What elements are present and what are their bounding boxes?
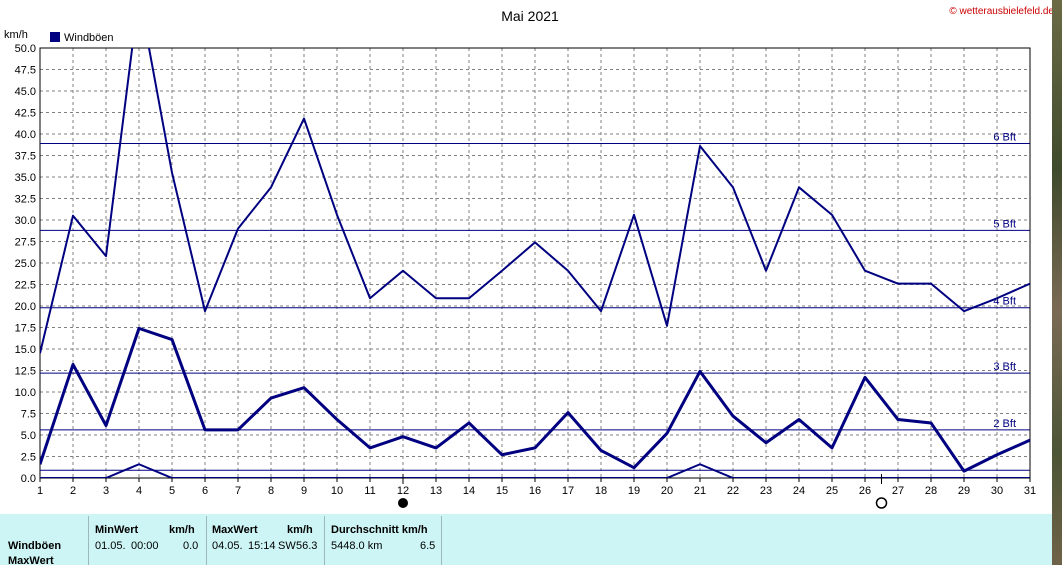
x-tick-label: 29 [958,485,970,497]
x-tick-label: 4 [136,485,142,497]
y-tick-label: 2.5 [21,452,36,464]
max-unit: km/h [287,524,313,536]
beaufort-label: 5 Bft [993,218,1016,230]
x-tick-label: 5 [169,485,175,497]
y-tick-label: 50.0 [15,43,36,55]
x-tick-label: 28 [925,485,937,497]
y-tick-label: 25.0 [15,258,36,270]
divider [324,516,325,565]
x-tick-label: 19 [628,485,640,497]
chart-title: Mai 2021 [501,8,559,24]
max-time: 15:14 [248,540,276,552]
min-value: 0.0 [183,540,198,552]
beaufort-label: 6 Bft [993,131,1016,143]
copyright-notice: © wetterausbielefeld.de [949,6,1054,17]
x-tick-label: 30 [991,485,1003,497]
stats-panel: MinWert km/h MaxWert km/h Durchschnitt k… [0,514,1052,565]
distance: 5448.0 km [331,540,382,552]
x-tick-label: 10 [331,485,343,497]
max-direction: SW [278,540,296,552]
y-tick-label: 45.0 [15,86,36,98]
x-tick-label: 12 [397,485,409,497]
beaufort-label: 2 Bft [993,418,1016,430]
min-time: 00:00 [131,540,159,552]
y-tick-label: 15.0 [15,344,36,356]
y-tick-label: 5.0 [21,430,36,442]
x-tick-label: 1 [37,485,43,497]
y-tick-label: 30.0 [15,215,36,227]
y-tick-label: 47.5 [15,65,36,77]
avg-value: 6.5 [420,540,435,552]
beaufort-label: 3 Bft [993,361,1016,373]
x-tick-label: 21 [694,485,706,497]
x-tick-label: 18 [595,485,607,497]
y-tick-label: 17.5 [15,323,36,335]
x-tick-label: 20 [661,485,673,497]
y-tick-label: 22.5 [15,280,36,292]
x-tick-label: 17 [562,485,574,497]
x-tick-label: 15 [496,485,508,497]
background-photo-strip [1052,0,1062,565]
legend-label: Windböen [64,32,114,44]
x-tick-label: 14 [463,485,475,497]
x-tick-label: 23 [760,485,772,497]
x-tick-label: 26 [859,485,871,497]
x-tick-label: 2 [70,485,76,497]
min-header: MinWert [95,524,138,536]
y-tick-label: 10.0 [15,387,36,399]
x-tick-label: 13 [430,485,442,497]
x-tick-label: 8 [268,485,274,497]
avg-header: Durchschnitt km/h [331,524,428,536]
y-tick-label: 12.5 [15,366,36,378]
x-tick-label: 11 [364,485,375,497]
x-tick-label: 6 [202,485,208,497]
row-label: Windböen [8,540,61,552]
x-tick-label: 22 [727,485,739,497]
divider [206,516,207,565]
y-tick-label: 35.0 [15,172,36,184]
y-tick-label: 0.0 [21,473,36,485]
x-tick-label: 24 [793,485,805,497]
max-header: MaxWert [212,524,258,536]
y-axis-unit: km/h [4,29,28,41]
x-tick-label: 16 [529,485,541,497]
x-tick-label: 31 [1024,485,1036,497]
min-date: 01.05. [95,540,126,552]
row-label: MaxWert [8,555,54,567]
y-tick-label: 37.5 [15,151,36,163]
x-tick-label: 3 [103,485,109,497]
max-value: 56.3 [296,540,317,552]
y-tick-label: 27.5 [15,237,36,249]
x-tick-label: 27 [892,485,904,497]
x-tick-label: 9 [301,485,307,497]
full-moon-icon [877,498,887,508]
y-tick-label: 40.0 [15,129,36,141]
new-moon-icon [399,499,408,508]
y-tick-label: 32.5 [15,194,36,206]
y-tick-label: 20.0 [15,301,36,313]
divider [441,516,442,565]
divider [88,516,89,565]
y-tick-label: 42.5 [15,108,36,120]
x-tick-label: 7 [235,485,241,497]
legend-swatch [50,32,60,42]
y-tick-label: 7.5 [21,409,36,421]
min-unit: km/h [169,524,195,536]
x-tick-label: 25 [826,485,838,497]
max-date: 04.05. [212,540,243,552]
